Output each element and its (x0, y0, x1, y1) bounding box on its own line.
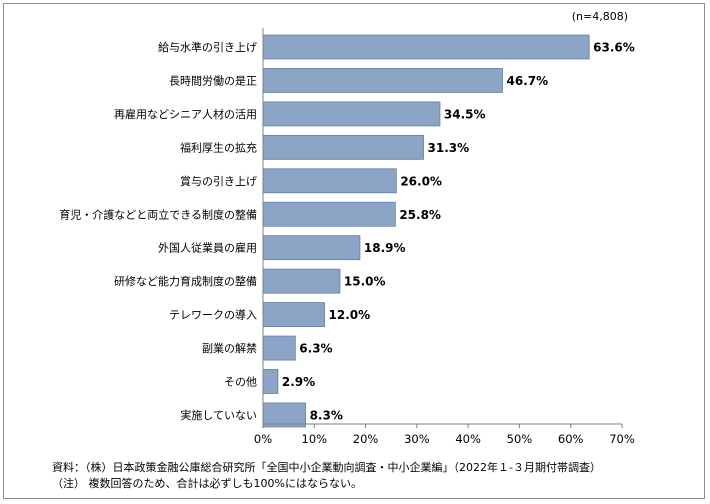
category-label: 再雇用などシニア人材の活用 (114, 107, 257, 121)
data-label: 12.0% (329, 308, 371, 322)
category-label: テレワークの導入 (169, 308, 257, 322)
bar (262, 402, 306, 428)
category-label: その他 (224, 376, 257, 389)
x-tick-label: 70% (609, 432, 635, 446)
category-label: 外国人従業員の雇用 (158, 241, 257, 255)
data-label: 6.3% (299, 342, 332, 356)
category-label: 副業の解禁 (202, 341, 257, 355)
data-label: 31.3% (428, 141, 470, 155)
footnote: （注） 複数回答のため、合計は必ずしも100%にはならない。 (52, 477, 362, 490)
x-tick-label: 0% (254, 432, 272, 446)
bar (262, 335, 296, 361)
sample-size-label: (n=4,808) (572, 10, 628, 23)
data-label: 46.7% (507, 74, 549, 88)
x-tick-label: 40% (455, 432, 481, 446)
data-label: 26.0% (400, 174, 442, 188)
category-label: 給与水準の引き上げ (158, 40, 257, 54)
category-label: 実施していない (180, 408, 257, 422)
category-label: 賞与の引き上げ (180, 174, 257, 188)
bar (262, 302, 325, 328)
x-tick-label: 50% (507, 432, 533, 446)
category-label: 研修など能力育成制度の整備 (114, 274, 257, 288)
x-tick-label: 10% (302, 432, 328, 446)
bar (262, 34, 590, 60)
data-label: 18.9% (364, 241, 406, 255)
x-tick-label: 60% (558, 432, 584, 446)
data-label: 34.5% (444, 107, 486, 121)
category-label: 育児・介護などと両立できる制度の整備 (59, 207, 257, 221)
bar (262, 369, 279, 394)
data-label: 25.8% (399, 208, 441, 222)
bar (262, 168, 397, 194)
bar (262, 268, 341, 294)
bar (262, 101, 441, 127)
bar (262, 235, 361, 261)
source-note: 資料：（株）日本政策金融公庫総合研究所「全国中小企業動向調査・中小企業編」（20… (52, 461, 601, 474)
bar (262, 201, 396, 227)
bar (262, 134, 424, 160)
data-label: 15.0% (344, 275, 386, 289)
chart-notes: 資料：（株）日本政策金融公庫総合研究所「全国中小企業動向調査・中小企業編」（20… (52, 460, 601, 492)
category-label: 福利厚生の拡充 (180, 140, 257, 154)
data-label: 2.9% (282, 375, 315, 389)
x-tick-label: 20% (353, 432, 379, 446)
data-label: 8.3% (310, 408, 343, 422)
category-label: 長時間労働の是正 (169, 73, 257, 87)
x-tick-label: 30% (404, 432, 430, 446)
bar (262, 68, 503, 93)
data-label: 63.6% (593, 41, 635, 55)
